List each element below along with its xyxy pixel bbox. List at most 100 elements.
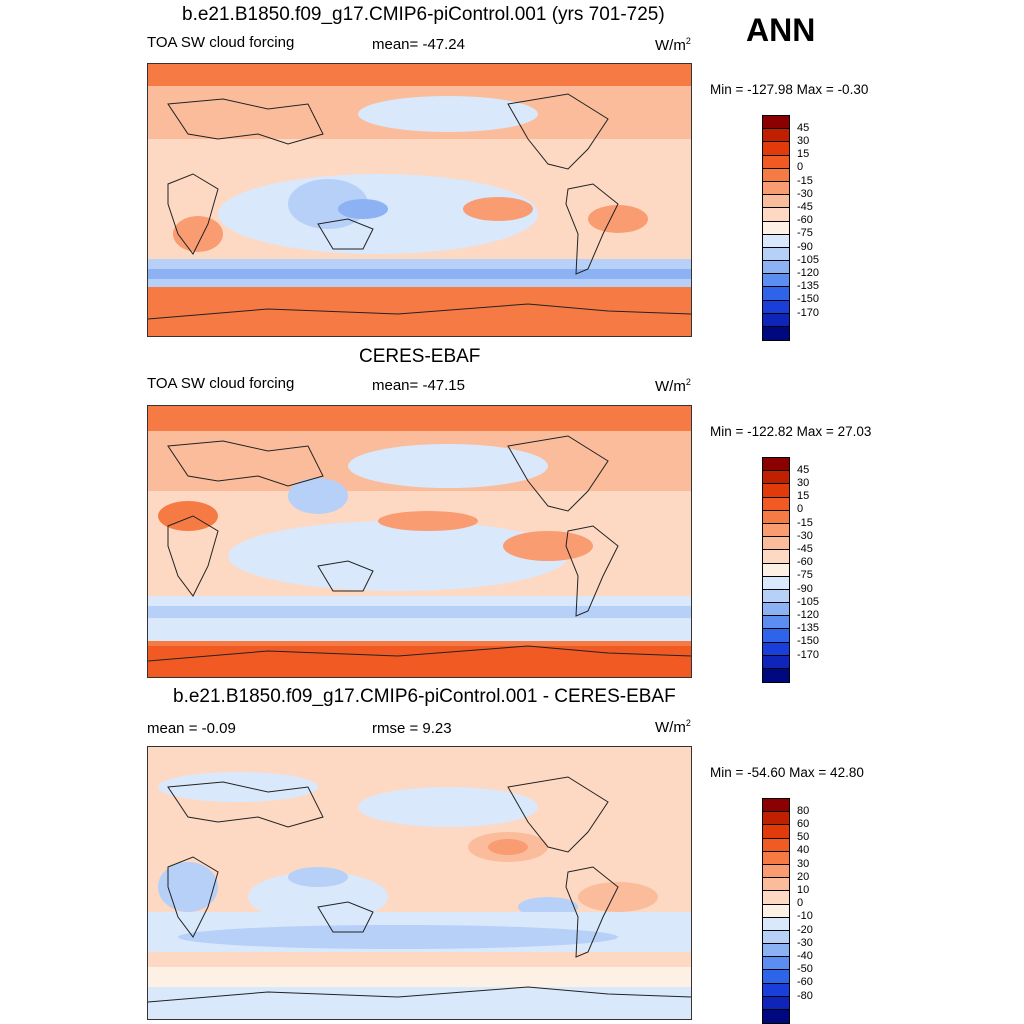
colorbar-swatch <box>763 589 789 604</box>
colorbar-level-label: 20 <box>797 870 810 883</box>
colorbar-swatch <box>763 944 789 958</box>
colorbar-level-label: -90 <box>797 582 813 595</box>
colorbar-swatch <box>763 838 789 852</box>
panel1-minmax: Min = -127.98 Max = -0.30 <box>710 82 869 97</box>
colorbar-level-label: -170 <box>797 306 820 319</box>
panel3-units: W/m2 <box>655 718 691 736</box>
colorbar-swatch <box>763 550 789 564</box>
colorbar-swatch <box>763 537 789 551</box>
colorbar-swatch <box>763 983 789 997</box>
colorbar-swatch <box>763 327 789 341</box>
colorbar-level-label: -150 <box>797 293 820 306</box>
colorbar-swatch <box>763 576 789 590</box>
season-label: ANN <box>746 12 816 48</box>
colorbar-level-label: -170 <box>797 648 820 661</box>
colorbar-level-label: 80 <box>797 804 810 817</box>
colorbar-level-label: 60 <box>797 817 810 830</box>
colorbar-swatch <box>763 261 789 275</box>
panel3-map <box>147 746 692 1020</box>
colorbar-swatch <box>763 497 789 511</box>
colorbar-level-label: -10 <box>797 910 813 923</box>
panel1-units: W/m2 <box>655 36 691 54</box>
colorbar-level-label: -60 <box>797 214 813 227</box>
colorbar-level-label: 0 <box>797 161 804 174</box>
colorbar-swatch <box>763 155 789 169</box>
panel1-mean-label: mean= -47.24 <box>372 36 465 53</box>
colorbar-swatch <box>763 891 789 905</box>
panel2-map <box>147 405 692 678</box>
colorbar-swatch <box>763 655 789 669</box>
colorbar-swatch <box>763 878 789 892</box>
colorbar-level-label: -30 <box>797 936 813 949</box>
panel3-map-field <box>148 747 691 1019</box>
colorbar-swatch <box>763 313 789 327</box>
panel2-title: CERES-EBAF <box>359 346 481 367</box>
colorbar-swatch <box>763 142 789 156</box>
colorbar-swatch <box>763 234 789 248</box>
colorbar-level-label: -15 <box>797 174 813 187</box>
colorbar-swatch <box>763 996 789 1010</box>
colorbar-swatch <box>763 799 789 813</box>
panel3-rmse-label: rmse = 9.23 <box>372 720 452 737</box>
colorbar-level-label: -60 <box>797 556 813 569</box>
colorbar-swatch <box>763 181 789 196</box>
colorbar-level-label: -45 <box>797 542 813 555</box>
colorbar-swatch <box>763 904 789 918</box>
panel3-minmax: Min = -54.60 Max = 42.80 <box>710 765 864 780</box>
colorbar-level-label: 30 <box>797 134 810 147</box>
colorbar-level-label: -105 <box>797 253 820 266</box>
colorbar-swatch <box>763 970 789 984</box>
colorbar-level-label: 50 <box>797 831 810 844</box>
colorbar-swatch <box>763 129 789 143</box>
colorbar-swatch <box>763 825 789 839</box>
colorbar-swatch <box>763 563 789 577</box>
colorbar-swatch <box>763 458 789 472</box>
colorbar-level-label: -105 <box>797 595 820 608</box>
panel2-minmax: Min = -122.82 Max = 27.03 <box>710 424 872 439</box>
colorbar-swatch <box>763 116 789 130</box>
colorbar-swatch <box>763 917 789 931</box>
colorbar-level-label: -30 <box>797 187 813 200</box>
panel1-title: b.e21.B1850.f09_g17.CMIP6-piControl.001 … <box>182 4 665 25</box>
colorbar-level-label: -135 <box>797 622 820 635</box>
colorbar-swatch <box>763 484 789 498</box>
colorbar-swatch <box>763 851 789 865</box>
colorbar-level-label: 30 <box>797 857 810 870</box>
colorbar-level-label: -15 <box>797 516 813 529</box>
colorbar-swatch <box>763 603 789 617</box>
colorbar-level-label: 45 <box>797 463 810 476</box>
colorbar-swatch <box>763 168 789 182</box>
colorbar-swatch <box>763 1010 789 1024</box>
colorbar-level-label: -75 <box>797 569 813 582</box>
colorbar-swatch <box>763 523 789 538</box>
panel1-map-field <box>148 64 691 336</box>
panel2-map-field <box>148 406 691 677</box>
colorbar-level-label: -30 <box>797 529 813 542</box>
colorbar-swatch <box>763 629 789 643</box>
colorbar-level-label: -60 <box>797 976 813 989</box>
colorbar-swatch <box>763 221 789 235</box>
colorbar-swatch <box>763 195 789 209</box>
colorbar-swatch <box>763 930 789 945</box>
colorbar-level-label: -120 <box>797 608 820 621</box>
panel2-mean-label: mean= -47.15 <box>372 377 465 394</box>
panel3-title: b.e21.B1850.f09_g17.CMIP6-piControl.001 … <box>173 686 676 707</box>
colorbar-level-label: 10 <box>797 883 810 896</box>
colorbar-swatch <box>763 247 789 262</box>
panel1-map <box>147 63 692 337</box>
colorbar-level-label: 40 <box>797 844 810 857</box>
colorbar-swatch <box>763 669 789 683</box>
colorbar-level-label: -20 <box>797 923 813 936</box>
colorbar-swatch <box>763 616 789 630</box>
colorbar-swatch <box>763 812 789 826</box>
colorbar-swatch <box>763 274 789 288</box>
colorbar-level-label: -75 <box>797 227 813 240</box>
colorbar-swatch <box>763 287 789 301</box>
colorbar-level-label: 45 <box>797 121 810 134</box>
colorbar-level-label: 15 <box>797 490 810 503</box>
colorbar-swatch <box>763 864 789 879</box>
panel1-variable-label: TOA SW cloud forcing <box>147 34 295 51</box>
colorbar-level-label: -90 <box>797 240 813 253</box>
colorbar-level-label: -135 <box>797 280 820 293</box>
colorbar-swatch <box>763 300 789 314</box>
